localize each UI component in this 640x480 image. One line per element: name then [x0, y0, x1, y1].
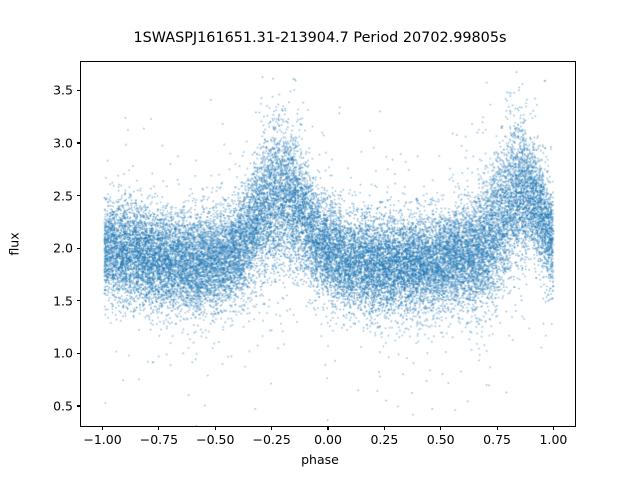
x-axis-label: phase	[301, 452, 339, 467]
x-tick-label: 0.25	[370, 432, 399, 447]
x-tick-label: 0.50	[426, 432, 455, 447]
x-tick-mark	[101, 426, 104, 430]
x-tick-label: 1.00	[539, 432, 568, 447]
scatter-plot-points	[81, 62, 575, 426]
y-tick-label: 3.0	[53, 135, 73, 151]
y-axis-label: flux	[6, 232, 22, 256]
y-tick-label: 1.0	[53, 345, 73, 361]
y-tick-mark	[76, 89, 80, 91]
plot-axes-area	[80, 61, 576, 427]
y-tick-label: 2.5	[53, 188, 73, 204]
y-tick-mark	[76, 300, 80, 302]
y-tick-label: 2.0	[53, 240, 73, 256]
y-tick-mark	[76, 195, 80, 197]
y-tick-mark	[76, 352, 80, 354]
x-tick-label: 0.75	[483, 432, 511, 447]
x-tick-mark	[271, 426, 273, 430]
x-tick-mark	[496, 426, 498, 430]
x-tick-label: −0.50	[196, 432, 235, 447]
x-tick-mark	[383, 426, 385, 430]
x-tick-mark	[158, 426, 160, 430]
x-tick-mark	[552, 426, 554, 430]
x-tick-label: −0.75	[139, 432, 179, 447]
x-tick-mark	[327, 426, 329, 430]
chart-title: 1SWASPJ161651.31-213904.7 Period 20702.9…	[133, 30, 507, 46]
y-tick-mark	[76, 247, 80, 249]
y-tick-label: 1.5	[53, 293, 73, 309]
x-tick-label: 0.00	[314, 432, 342, 447]
y-tick-mark	[76, 142, 80, 144]
x-tick-label: −0.25	[252, 432, 291, 447]
x-tick-mark	[440, 426, 442, 430]
y-tick-label: 0.5	[53, 398, 73, 414]
x-tick-mark	[214, 426, 216, 430]
y-tick-label: 3.5	[53, 82, 73, 98]
x-tick-label: −1.00	[83, 432, 122, 447]
y-tick-mark	[76, 405, 80, 407]
